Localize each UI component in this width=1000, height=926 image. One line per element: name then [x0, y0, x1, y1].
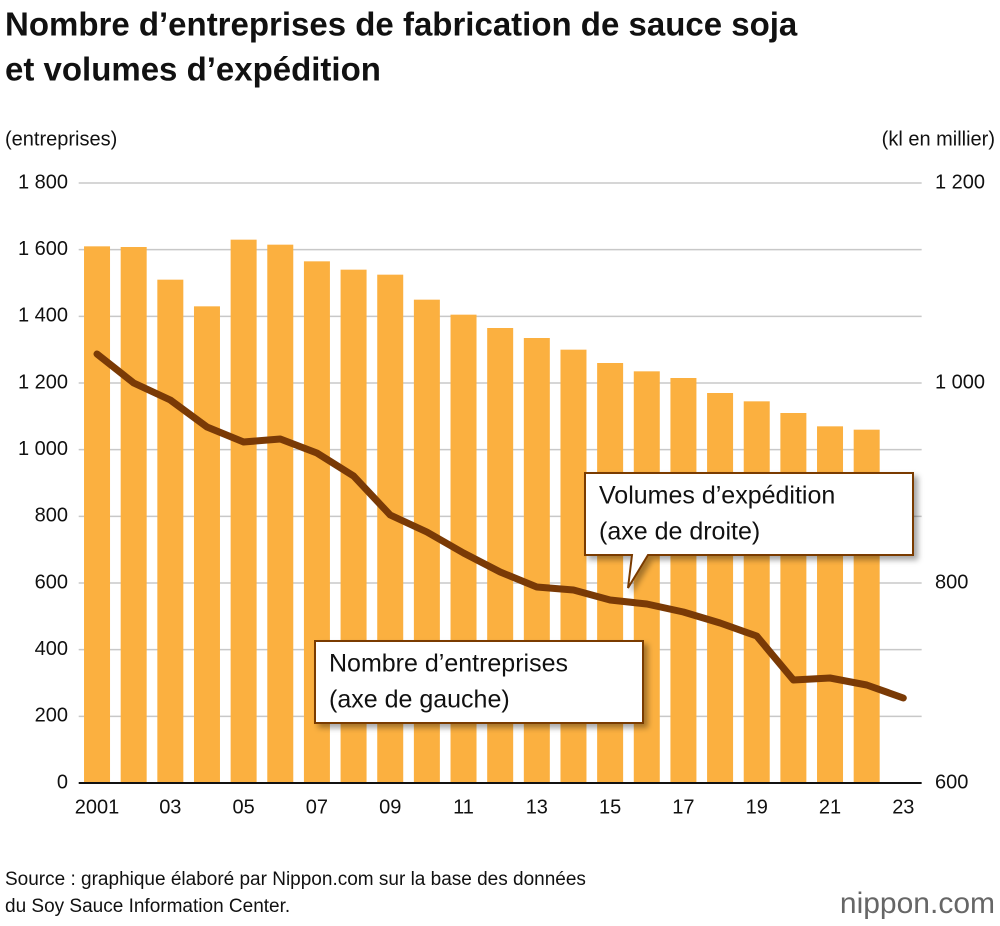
bar — [267, 244, 294, 783]
annotation: Volumes d’expédition — [599, 482, 835, 510]
y-axis-label: (entreprises) — [5, 128, 117, 150]
source: Source : graphique élaboré par Nippon.co… — [5, 869, 586, 890]
y2-tick-label: 600 — [935, 771, 968, 793]
y-tick-label: 400 — [35, 638, 68, 660]
callout-box — [584, 472, 914, 589]
y-tick-label: 200 — [35, 705, 68, 727]
y-tick-label: 1 800 — [18, 171, 68, 193]
x-tick-label: 11 — [453, 796, 474, 818]
annotation: (axe de droite) — [599, 518, 760, 546]
y-tick-label: 800 — [35, 505, 68, 527]
bar — [670, 378, 697, 783]
bar — [120, 247, 147, 783]
bar — [193, 306, 220, 783]
y-tick-label: 1 200 — [18, 371, 68, 393]
y-tick-label: 600 — [35, 571, 68, 593]
y2-axis-label: (kl en millier) — [882, 128, 995, 150]
bar — [707, 393, 734, 783]
y-tick-label: 1 400 — [18, 305, 68, 327]
annotation: (axe de gauche) — [329, 686, 510, 714]
bar — [84, 246, 111, 784]
source: du Soy Sauce Information Center. — [5, 896, 290, 917]
x-tick-label: 13 — [526, 796, 548, 818]
x-tick-label: 17 — [672, 796, 694, 818]
y-tick-label: 1 000 — [18, 438, 68, 460]
x-tick-label: 09 — [379, 796, 401, 818]
chart-title: et volumes d’expédition — [5, 51, 381, 88]
x-tick-label: 05 — [233, 796, 255, 818]
x-tick-label: 15 — [599, 796, 621, 818]
y-tick-label: 0 — [57, 771, 68, 793]
y2-tick-label: 1 200 — [935, 171, 985, 193]
y2-tick-label: 1 000 — [935, 371, 985, 393]
x-tick-label: 23 — [892, 796, 914, 818]
bar — [157, 279, 184, 783]
x-tick-label: 03 — [159, 796, 181, 818]
x-tick-label: 2001 — [75, 796, 120, 818]
bar — [780, 413, 807, 783]
x-tick-label: 19 — [746, 796, 768, 818]
bar — [743, 401, 770, 783]
logo: nippon.com — [840, 887, 995, 920]
callout-box — [314, 640, 644, 724]
y-tick-label: 1 600 — [18, 238, 68, 260]
chart-title: Nombre d’entreprises de fabrication de s… — [5, 6, 798, 43]
annotation: Nombre d’entreprises — [329, 650, 568, 678]
x-tick-label: 07 — [306, 796, 328, 818]
y2-tick-label: 800 — [935, 571, 968, 593]
line — [93, 350, 907, 702]
bar — [230, 239, 257, 783]
x-tick-label: 21 — [819, 796, 841, 818]
